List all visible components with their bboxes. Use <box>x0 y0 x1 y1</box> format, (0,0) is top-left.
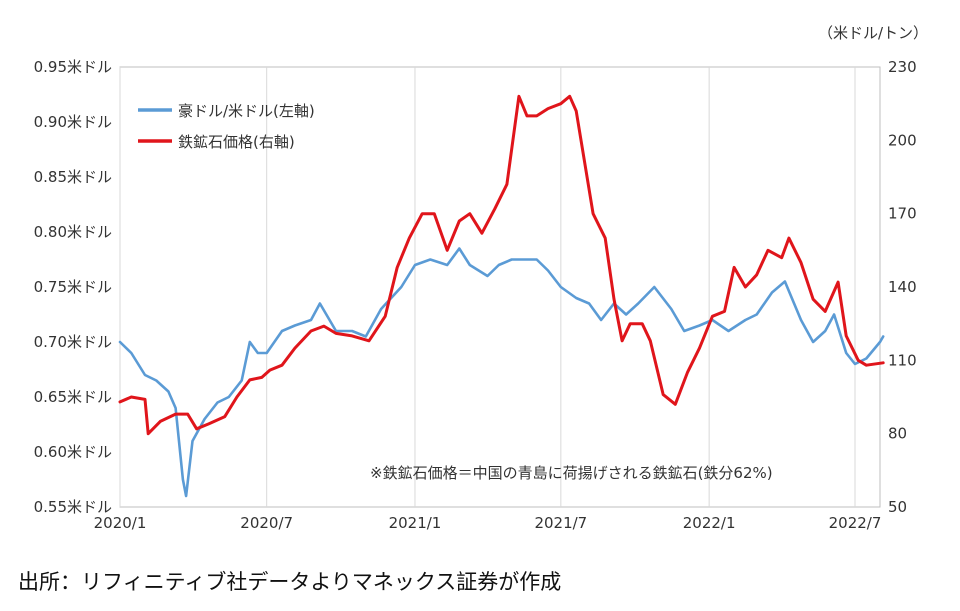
grid <box>119 67 856 507</box>
source-note: 出所：リフィニティブ社データよりマネックス証券が作成 <box>18 570 562 594</box>
legend-label-aud: 豪ドル/米ドル(左軸) <box>178 102 315 120</box>
x-tick-label: 2021/1 <box>389 514 442 532</box>
left-tick-label: 0.90米ドル <box>34 113 112 131</box>
left-tick-label: 0.75米ドル <box>34 278 112 296</box>
left-tick-label: 0.60米ドル <box>34 443 112 461</box>
series-line-aud-usd <box>118 247 885 498</box>
x-axis: 2020/1 2020/7 2021/1 2021/7 2022/1 2022/7 <box>94 514 882 532</box>
right-tick-label: 140 <box>888 278 917 296</box>
left-axis: 0.55米ドル 0.60米ドル 0.65米ドル 0.70米ドル 0.75米ドル 0.80米… <box>34 58 112 516</box>
chart-annotation: ※鉄鉱石価格＝中国の青島に荷揚げされる鉄鉱石(鉄分62%) <box>370 464 773 482</box>
series-line-iron-ore <box>118 94 885 436</box>
right-tick-label: 170 <box>888 205 917 223</box>
left-tick-label: 0.95米ドル <box>34 58 112 76</box>
x-tick-label: 2020/1 <box>94 514 147 532</box>
left-tick-label: 0.85米ドル <box>34 168 112 186</box>
right-tick-label: 50 <box>888 498 907 516</box>
x-tick-label: 2022/1 <box>683 514 736 532</box>
series-layer <box>118 94 885 498</box>
right-tick-label: 80 <box>888 425 907 443</box>
right-tick-label: 230 <box>888 58 917 76</box>
left-tick-label: 0.70米ドル <box>34 333 112 351</box>
x-tick-label: 2022/7 <box>829 514 882 532</box>
left-tick-label: 0.55米ドル <box>34 498 112 516</box>
legend-label-iron: 鉄鉱石価格(右軸) <box>178 133 295 151</box>
right-tick-label: 110 <box>888 351 917 369</box>
right-tick-label: 200 <box>888 131 917 149</box>
x-tick-label: 2020/7 <box>240 514 293 532</box>
x-tick-label: 2021/7 <box>534 514 587 532</box>
right-axis: 50 80 110 140 170 200 230 <box>888 58 917 516</box>
left-tick-label: 0.80米ドル <box>34 223 112 241</box>
left-tick-label: 0.65米ドル <box>34 388 112 406</box>
right-axis-unit: （米ドル/トン） <box>818 24 928 42</box>
legend: 豪ドル/米ドル(左軸) 鉄鉱石価格(右軸) <box>138 102 315 151</box>
